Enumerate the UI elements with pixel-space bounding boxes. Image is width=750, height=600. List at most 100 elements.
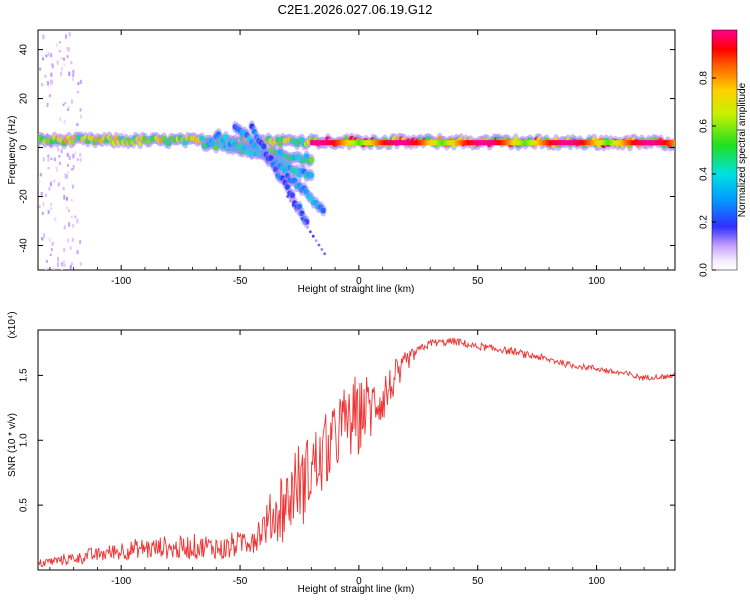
spectrogram-noise-cell bbox=[70, 61, 73, 65]
spectrogram-noise-cell bbox=[49, 253, 52, 257]
main-band-core bbox=[535, 140, 539, 146]
spectrogram-noise-cell bbox=[68, 71, 71, 77]
spectrogram-noise-cell bbox=[44, 75, 47, 78]
spectrogram-noise-cell bbox=[50, 79, 53, 85]
main-band-core bbox=[664, 140, 667, 146]
main-band-core bbox=[614, 140, 617, 146]
main-band-core bbox=[507, 140, 511, 146]
snr-y-multiplier: (x10⁴) bbox=[7, 311, 18, 338]
spectrogram-noise-cell bbox=[60, 71, 63, 77]
spectrogram-noise-cell bbox=[63, 63, 66, 67]
colorbar-gradient bbox=[711, 29, 738, 271]
main-band-core bbox=[621, 140, 625, 146]
spectrogram-noise-cell bbox=[63, 194, 66, 200]
main-band-core bbox=[478, 140, 482, 146]
main-band-core bbox=[512, 140, 515, 146]
spectrogram-tail-point bbox=[291, 203, 295, 207]
main-band-core bbox=[528, 140, 532, 146]
spectrogram-noise-cell bbox=[58, 161, 61, 166]
spectrogram-noise-cell bbox=[67, 171, 70, 174]
spectrogram-tail-point bbox=[303, 221, 307, 225]
spectrogram-noise-cell bbox=[60, 268, 63, 270]
spectrogram-noise-cell bbox=[69, 265, 72, 270]
descending-band-1-cell bbox=[308, 156, 314, 163]
main-band-core bbox=[319, 140, 323, 146]
spectrogram-noise-cell bbox=[39, 67, 42, 71]
spectrogram-tail-point bbox=[308, 230, 312, 234]
main-band-core bbox=[657, 140, 660, 146]
spectrogram-noise-cell bbox=[68, 155, 71, 160]
spectrogram-noise-cell bbox=[76, 91, 79, 94]
main-band-core bbox=[673, 140, 675, 146]
spectrogram-noise-cell bbox=[44, 193, 47, 197]
colorbar-tick-label: 0.0 bbox=[699, 263, 710, 277]
main-band-core bbox=[447, 140, 451, 146]
spectrogram-noise-cell bbox=[79, 79, 82, 84]
main-band-core bbox=[633, 140, 636, 146]
main-band-core bbox=[352, 140, 356, 146]
main-band-core bbox=[395, 140, 399, 146]
spectrogram-noise-cell bbox=[63, 133, 66, 138]
colorbar-tick-label: 0.8 bbox=[699, 71, 710, 85]
spectrogram-tail-point bbox=[317, 243, 321, 247]
main-band-core bbox=[550, 140, 553, 146]
spectrogram-y-tick-label: -20 bbox=[19, 189, 30, 204]
main-band-core bbox=[374, 140, 377, 146]
main-band-core bbox=[393, 140, 396, 146]
spectrogram-noise-cell bbox=[57, 256, 60, 262]
main-band-core bbox=[519, 140, 522, 146]
spectrogram-noise-cell bbox=[48, 238, 51, 243]
spectrogram-noise-cell bbox=[70, 199, 73, 202]
spectrogram-noise-cell bbox=[54, 217, 57, 222]
main-band-core bbox=[405, 140, 408, 146]
main-band-core bbox=[588, 140, 591, 146]
main-band-core bbox=[407, 140, 411, 146]
descending-band-2-cell bbox=[308, 172, 314, 179]
spectrogram-noise-cell bbox=[51, 79, 54, 85]
main-band-core bbox=[619, 140, 622, 146]
snr-y-tick-label: 0.5 bbox=[19, 498, 30, 512]
main-band-core bbox=[471, 140, 475, 146]
spectrogram-noise-cell bbox=[63, 119, 66, 124]
colorbar: 0.0 0.2 0.4 0.6 0.8 Normalized spectral ampl… bbox=[699, 29, 748, 277]
spectrogram-noise-cell bbox=[72, 153, 75, 158]
spectrogram-noise-cell bbox=[69, 246, 72, 250]
spectrogram-noise-cell bbox=[72, 73, 75, 78]
main-band-core bbox=[409, 140, 413, 146]
main-band-core bbox=[402, 140, 406, 146]
spectrogram-noise-cell bbox=[67, 209, 70, 213]
spectrogram-y-tick-label: 0 bbox=[19, 144, 30, 150]
spectrogram-noise-cell bbox=[71, 168, 74, 171]
descending-band-4-cell bbox=[261, 143, 267, 150]
spectrogram-noise-cell bbox=[47, 51, 50, 57]
figure-title: C2E1.2026.027.06.19.G12 bbox=[278, 2, 433, 17]
main-band-core bbox=[343, 140, 347, 146]
spectrogram-noise-cell bbox=[51, 64, 54, 69]
main-band-core bbox=[419, 140, 423, 146]
spectrogram-noise-cell bbox=[39, 173, 42, 177]
snr-frame bbox=[37, 329, 676, 571]
main-band-core bbox=[635, 140, 639, 146]
main-band-core bbox=[376, 140, 380, 146]
main-band-core bbox=[516, 140, 520, 146]
main-band-core bbox=[452, 140, 456, 146]
spectrogram-noise-cell bbox=[64, 34, 67, 39]
spectrogram-noise-cell bbox=[41, 82, 44, 87]
spectrogram-noise-cell bbox=[72, 165, 75, 170]
main-band-core bbox=[631, 140, 634, 146]
main-band-core bbox=[431, 140, 434, 146]
main-band-core bbox=[348, 140, 351, 146]
main-band-core bbox=[474, 140, 477, 146]
spectrogram-noise-cell bbox=[48, 94, 51, 98]
spectrogram-noise-cell bbox=[65, 174, 68, 179]
spectrogram-tail-point bbox=[294, 208, 298, 212]
main-band-core bbox=[545, 140, 549, 146]
main-band-core bbox=[338, 140, 342, 146]
main-band-core bbox=[595, 140, 598, 146]
main-band-core bbox=[412, 140, 415, 146]
colorbar-ticks: 0.0 0.2 0.4 0.6 0.8 bbox=[699, 71, 716, 277]
main-band-core bbox=[488, 140, 492, 146]
main-band-core bbox=[654, 140, 658, 146]
spectrogram-noise-cell bbox=[47, 210, 50, 214]
main-band-core bbox=[609, 140, 613, 146]
